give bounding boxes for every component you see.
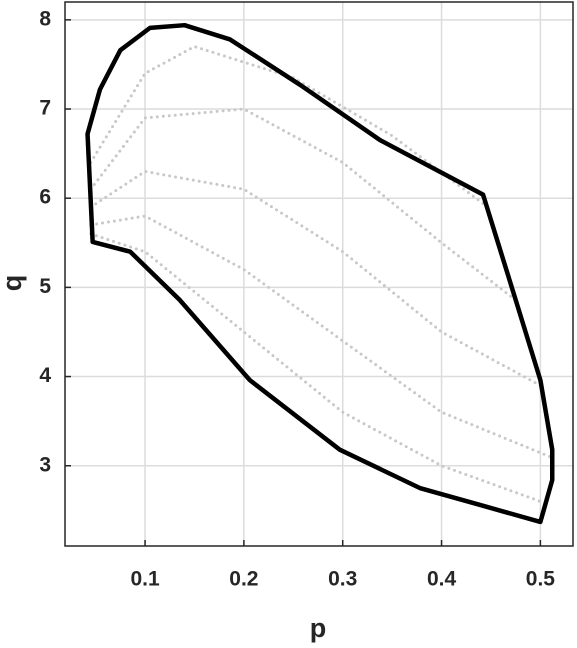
interior-curve [89,214,552,459]
x-tick-label: 0.5 [526,568,556,591]
x-tick-label: 0.1 [130,568,160,591]
y-tick-label: 3 [39,453,51,476]
boundary-line [85,22,555,525]
y-tick-label: 6 [39,186,51,209]
interior-curve [89,232,542,503]
x-tick-label: 0.2 [229,568,258,591]
x-tick-label: 0.4 [427,568,457,591]
plot-frame [64,1,574,547]
y-tick-label: 5 [39,275,51,298]
interior-curve [89,169,542,387]
y-tick-label: 8 [39,7,51,30]
interior-curve [89,45,490,209]
y-tick-label: 4 [39,364,51,387]
y-axis-label: q [0,275,27,292]
x-axis-label: p [310,613,327,643]
y-tick-label: 7 [39,97,51,120]
x-tick-label: 0.3 [328,568,357,591]
interior-curve [89,107,513,298]
